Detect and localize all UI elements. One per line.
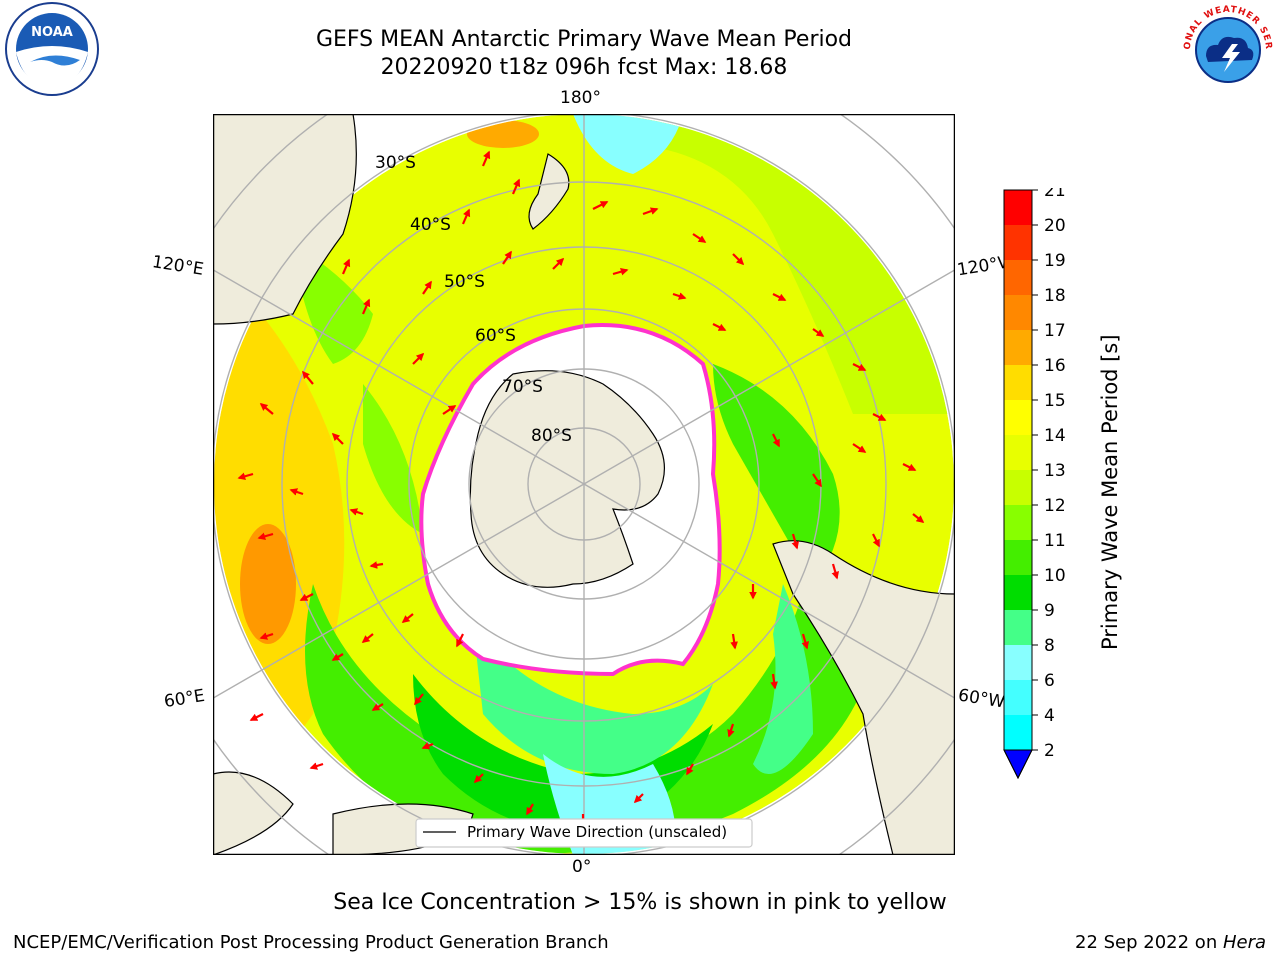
colorbar-tick-label: 13 [1044,461,1066,481]
colorbar-band [1004,470,1032,505]
colorbar-extend-triangle [1003,749,1033,780]
lat-label-30s: 30°S [375,153,416,173]
colorbar-band [1004,575,1032,610]
graticule [213,114,955,855]
lat-label-80s: 80°S [531,426,572,446]
land-masses [213,114,955,855]
colorbar-band [1004,225,1032,260]
colorbar-band [1004,435,1032,470]
colorbar-band [1004,295,1032,330]
colorbar: 21 20 19 18 17 16 15 14 13 12 11 10 9 8 6 4 2 [1003,188,1066,780]
lon-label-60e: 60°E [162,685,207,713]
colorbar-band [1004,190,1032,225]
colorbar-band [1004,715,1032,750]
legend-label: Primary Wave Direction (unscaled) [467,823,727,841]
colorbar-tick-label: 20 [1044,216,1066,236]
colorbar-tick-label: 19 [1044,251,1066,271]
colorbar-tick-label: 11 [1044,531,1066,551]
colorbar-tick-label: 4 [1044,706,1055,726]
colorbar-tick-label: 8 [1044,636,1055,656]
nws-logo-icon: NATIONAL WEATHER SERVICE [1176,0,1274,96]
colorbar-tick-label: 15 [1044,391,1066,411]
lon-label-60w: 60°W [956,685,1007,713]
antarctica [469,370,666,588]
colorbar-tick-label: 18 [1044,286,1066,306]
colorbar-band [1004,365,1032,400]
colorbar-band [1004,330,1032,365]
lon-label-0: 0° [572,857,592,877]
credit-org: NCEP/EMC/Verification Post Processing Pr… [13,932,609,953]
colorbar-band [1004,540,1032,575]
colorbar-band [1004,610,1032,645]
colorbar-frame [1003,189,1033,780]
colorbar-band [1004,400,1032,435]
lon-label-180: 180° [560,88,601,108]
sea-ice-note: Sea Ice Concentration > 15% is shown in … [333,890,947,915]
map-legend: Primary Wave Direction (unscaled) [415,818,753,848]
lat-label-60s: 60°S [475,326,516,346]
colorbar-tick-label: 9 [1044,601,1055,621]
colorbar-tick-label: 17 [1044,321,1066,341]
lon-label-120e: 120°E [150,252,205,280]
colorbar-label: Primary Wave Mean Period [s] [1098,334,1122,650]
polar-map: 30°S 40°S 50°S 60°S 70°S 80°S Primary Wa… [213,114,955,855]
colorbar-tick-label: 6 [1044,671,1055,691]
noaa-logo-text: NOAA [31,25,73,40]
colorbar-tick-label: 16 [1044,356,1066,376]
colorbar-band [1004,645,1032,680]
colorbar-tick-label: 21 [1044,188,1066,201]
credit-date-text: 22 Sep 2022 on [1075,932,1223,953]
colorbar-tick-label: 12 [1044,496,1066,516]
colorbar-tick-label: 2 [1044,741,1055,761]
chart-title: GEFS MEAN Antarctic Primary Wave Mean Pe… [315,27,853,52]
colorbar-tick-label: 14 [1044,426,1066,446]
credit-date: 22 Sep 2022 on Hera [1075,932,1266,953]
colorbar-band [1004,260,1032,295]
chart-subtitle: 20220920 t18z 096h fcst Max: 18.68 [380,55,788,80]
wave-direction-arrows [237,150,925,828]
colorbar-band [1004,505,1032,540]
lat-label-70s: 70°S [502,377,543,397]
lat-label-50s: 50°S [444,272,485,292]
lat-label-40s: 40°S [410,215,451,235]
noaa-logo-icon: NOAA [5,2,99,96]
colorbar-band [1004,680,1032,715]
credit-host: Hera [1222,932,1266,953]
colorbar-tick-label: 10 [1044,566,1066,586]
